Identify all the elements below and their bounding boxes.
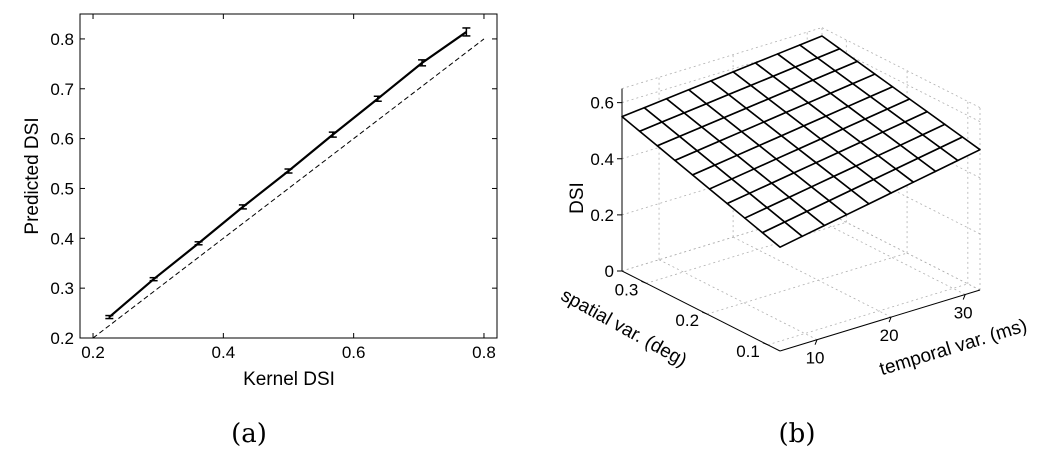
identity-dashed-line: [92, 38, 485, 339]
dsi-tick-label: 0: [605, 262, 614, 281]
y-tick-label: 0.8: [50, 30, 74, 49]
y-axis-label-a: Predicted DSI: [22, 117, 43, 234]
dsi-tick-label: 0.6: [590, 94, 614, 113]
x-tick-label: 0.8: [472, 343, 496, 362]
surface-cell: [621, 106, 663, 133]
spatial-tick-label: 0.3: [615, 280, 639, 299]
temporal-axis-line: [779, 289, 981, 352]
temporal-tick-label: 20: [880, 326, 899, 345]
x-tick-label: 0.6: [342, 343, 366, 362]
predicted-dsi-series-line: [108, 31, 468, 318]
temporal-tick-label: 10: [806, 349, 825, 368]
plot-area-a: [79, 13, 498, 339]
dsi-tick-label: 0.4: [590, 150, 614, 169]
y-tick-label: 0.4: [50, 229, 74, 248]
spatial-tick-mark: [641, 280, 647, 284]
y-tick-label: 0.6: [50, 130, 74, 149]
dsi-tick-label: 0.2: [590, 206, 614, 225]
panel-label-a: (a): [231, 419, 267, 449]
x-tick-label: 0.2: [81, 343, 105, 362]
x-tick-label: 0.4: [212, 343, 236, 362]
spatial-tick-mark: [701, 311, 708, 315]
floor-gridline: [732, 236, 892, 318]
y-tick-label: 0.7: [50, 80, 74, 99]
floor-gridline: [767, 283, 968, 346]
y-tick-label: 0.3: [50, 279, 74, 298]
temporal-tick-label: 30: [954, 304, 973, 323]
z-axis-label-b: DSI: [567, 182, 588, 214]
panel-label-b: (b): [779, 419, 816, 449]
panel-a-line-chart: 0.2 0.4 0.6 0.8 0.2 0.3 0.4 0.5 0.6 0.7 0.8 Kerne…: [22, 13, 498, 449]
floor-gridline: [807, 214, 966, 295]
x-axis-label-a: Kernel DSI: [243, 369, 335, 390]
spatial-tick-label: 0.2: [675, 311, 699, 330]
spatial-axis-line: [621, 270, 781, 352]
floor-gridline: [646, 221, 847, 284]
temporal-tick-mark: [962, 294, 966, 300]
y-tick-label: 0.2: [50, 329, 74, 348]
temporal-tick-mark: [888, 316, 892, 323]
temporal-tick-mark: [814, 339, 818, 345]
spatial-tick-mark: [762, 342, 769, 346]
spatial-tick-label: 0.1: [736, 342, 760, 361]
x-axis-label-b: temporal var. (ms): [877, 315, 1030, 380]
floor-gridline: [706, 252, 908, 315]
y-tick-label: 0.5: [50, 179, 74, 198]
